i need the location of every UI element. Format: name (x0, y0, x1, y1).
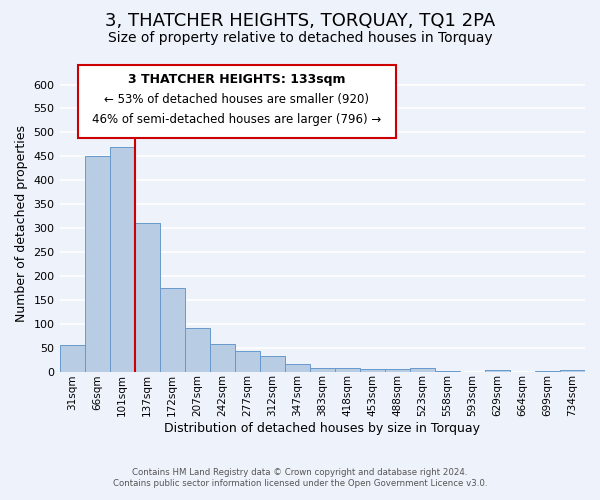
Text: ← 53% of detached houses are smaller (920): ← 53% of detached houses are smaller (92… (104, 94, 370, 106)
Bar (85, 156, 110, 372)
Bar (560, 370, 585, 372)
Bar (134, 224, 160, 372)
Bar (385, 369, 410, 372)
Bar (235, 352, 260, 372)
Bar (260, 356, 285, 372)
Bar (360, 369, 385, 372)
Bar (485, 370, 510, 372)
Bar (59, 345, 85, 372)
Text: Size of property relative to detached houses in Torquay: Size of property relative to detached ho… (107, 31, 493, 45)
Text: 3 THATCHER HEIGHTS: 133sqm: 3 THATCHER HEIGHTS: 133sqm (128, 74, 346, 86)
X-axis label: Distribution of detached houses by size in Torquay: Distribution of detached houses by size … (164, 422, 480, 435)
Y-axis label: Number of detached properties: Number of detached properties (15, 125, 28, 322)
Bar (335, 368, 360, 372)
Bar (410, 368, 435, 372)
Bar (160, 288, 185, 372)
Bar (185, 328, 209, 372)
Bar (285, 364, 310, 372)
Text: 3, THATCHER HEIGHTS, TORQUAY, TQ1 2PA: 3, THATCHER HEIGHTS, TORQUAY, TQ1 2PA (105, 12, 495, 30)
Text: 46% of semi-detached houses are larger (796) →: 46% of semi-detached houses are larger (… (92, 114, 382, 126)
Bar (110, 146, 134, 372)
Bar (310, 368, 335, 372)
Text: Contains HM Land Registry data © Crown copyright and database right 2024.
Contai: Contains HM Land Registry data © Crown c… (113, 468, 487, 487)
Bar (435, 370, 460, 372)
Bar (209, 344, 235, 372)
